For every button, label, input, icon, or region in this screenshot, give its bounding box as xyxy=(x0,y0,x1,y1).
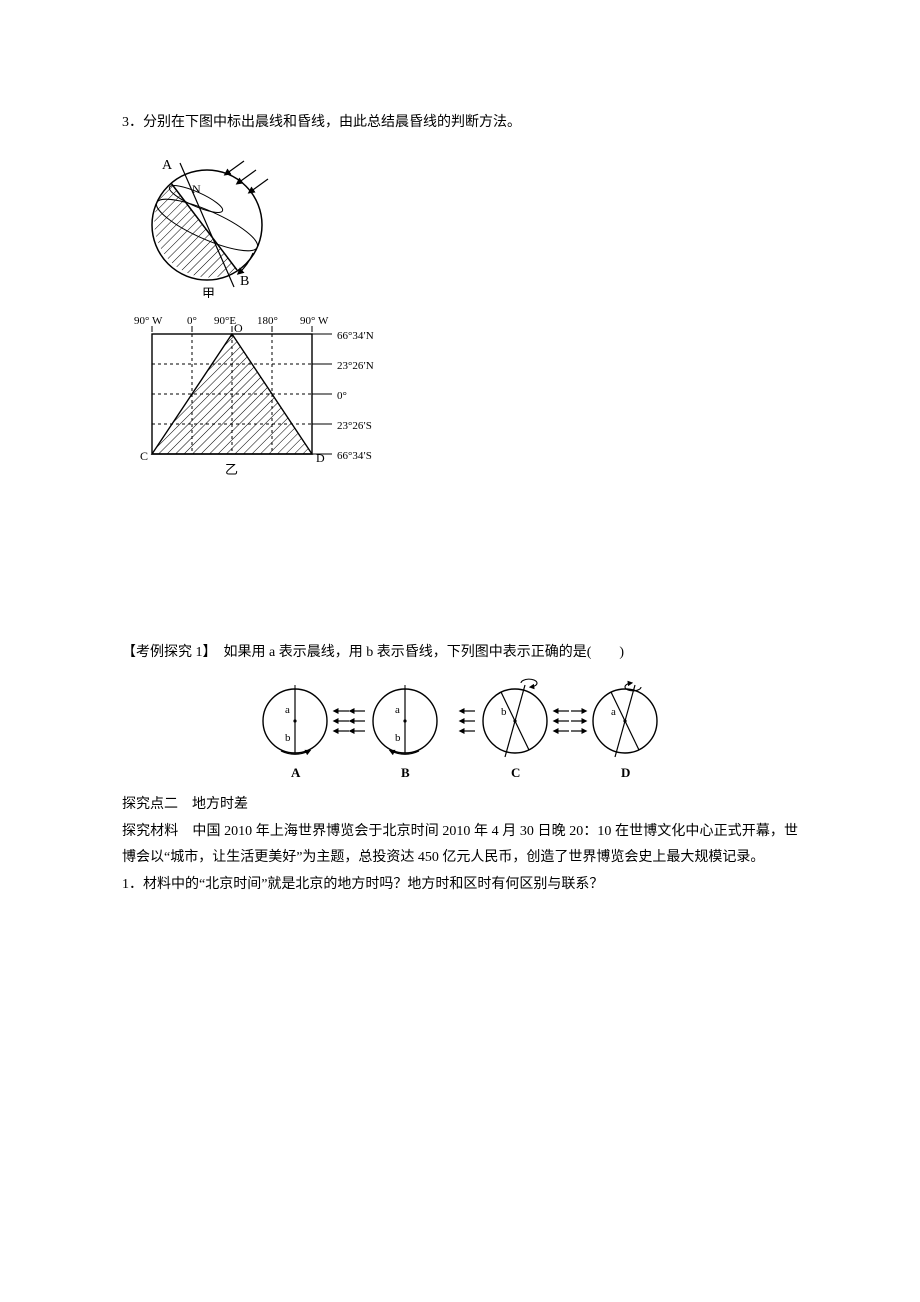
svg-text:b: b xyxy=(501,706,507,718)
example-1-text: 【考例探究 1】 如果用 a 表示晨线，用 b 表示昏线，下列图中表示正确的是(… xyxy=(122,640,798,667)
example-1-options-svg: a b A a b B xyxy=(240,676,680,786)
fig2-label-O: O xyxy=(234,321,243,335)
figure-yi-block: 90° W 0° 90°E 180° 90° W xyxy=(122,312,798,482)
svg-text:B: B xyxy=(401,765,410,780)
svg-text:180°: 180° xyxy=(257,315,278,327)
svg-text:0°: 0° xyxy=(187,315,197,327)
fig2-label-D: D xyxy=(316,451,325,465)
fig2-label-C: C xyxy=(140,449,148,463)
svg-text:23°26′S: 23°26′S xyxy=(337,420,372,432)
svg-text:b: b xyxy=(285,732,291,744)
fig1-label-A: A xyxy=(162,158,173,173)
svg-text:23°26′N: 23°26′N xyxy=(337,360,374,372)
svg-text:66°34′N: 66°34′N xyxy=(337,330,374,342)
section-2-q1: 1．材料中的“北京时间”就是北京的地方时吗？地方时和区时有何区别与联系？ xyxy=(122,872,798,899)
section-2-title: 探究点二 地方时差 xyxy=(122,792,798,819)
svg-text:A: A xyxy=(291,765,301,780)
svg-text:90° W: 90° W xyxy=(134,315,163,327)
figure-yi-svg: 90° W 0° 90°E 180° 90° W xyxy=(122,312,397,482)
figure-jia-svg: A N B 甲 xyxy=(122,143,292,298)
svg-text:90° W: 90° W xyxy=(300,315,329,327)
svg-text:C: C xyxy=(511,765,520,780)
svg-text:66°34′S: 66°34′S xyxy=(337,450,372,462)
blank-space xyxy=(122,496,798,620)
section-2-material: 探究材料 中国 2010 年上海世界博览会于北京时间 2010 年 4 月 30… xyxy=(122,819,798,872)
fig1-label-N: N xyxy=(192,182,201,196)
svg-text:0°: 0° xyxy=(337,390,347,402)
svg-text:a: a xyxy=(285,704,290,716)
fig1-caption: 甲 xyxy=(202,286,215,298)
svg-text:a: a xyxy=(611,706,616,718)
svg-text:D: D xyxy=(621,765,630,780)
fig1-label-B: B xyxy=(240,274,249,289)
svg-text:b: b xyxy=(395,732,401,744)
question-3-text: 3．分别在下图中标出晨线和昏线，由此总结晨昏线的判断方法。 xyxy=(122,110,798,137)
svg-text:a: a xyxy=(395,704,400,716)
figure-jia-block: A N B 甲 xyxy=(122,143,798,298)
fig2-caption: 乙 xyxy=(225,462,238,477)
